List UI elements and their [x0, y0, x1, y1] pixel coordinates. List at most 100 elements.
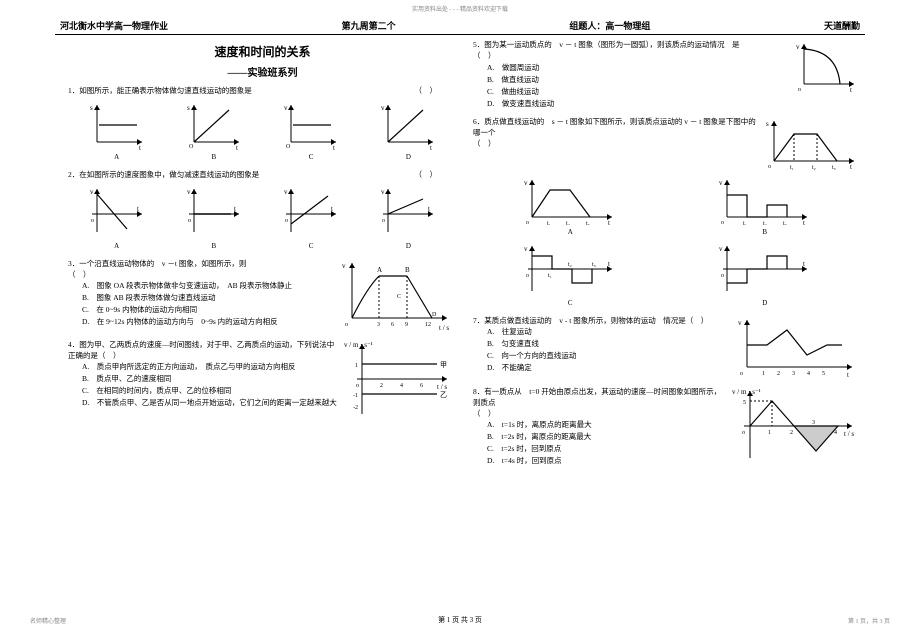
svg-text:-1: -1: [353, 393, 358, 399]
svg-text:o: o: [356, 383, 359, 389]
svg-text:t₁: t₁: [743, 221, 747, 225]
q5-figure: v t o: [792, 39, 862, 94]
svg-text:t₁: t₁: [547, 221, 551, 225]
svg-text:6: 6: [420, 383, 423, 389]
svg-text:v: v: [187, 188, 191, 196]
svg-text:9: 9: [405, 322, 408, 328]
q6-graph-b: vto t₁t₂t₃ B: [715, 175, 815, 238]
svg-text:s: s: [90, 104, 93, 112]
svg-text:t₃: t₃: [592, 262, 596, 268]
document-header: 河北衡水中学高一物理作业 第九周第二个 组题人：高一物理组 天道酬勤: [0, 17, 920, 34]
q1-graph-d: vt D: [378, 100, 438, 163]
svg-text:t: t: [803, 219, 805, 225]
top-header: 实用资料出处 - - - 精品资料欢迎下载: [0, 0, 920, 17]
svg-text:v / m · s⁻¹: v / m · s⁻¹: [344, 341, 373, 349]
svg-text:t₃: t₃: [832, 165, 836, 171]
svg-text:4: 4: [400, 383, 403, 389]
svg-text:v: v: [90, 188, 94, 196]
svg-text:v: v: [719, 245, 723, 253]
svg-text:2: 2: [790, 430, 793, 436]
q6-graphs-row1: vto t₁t₂t₃ A vto t₁t₂t₃ B: [473, 175, 862, 238]
svg-text:o: o: [382, 218, 385, 224]
svg-text:O: O: [286, 144, 291, 150]
q4-text: 4．图为甲、乙两质点的速度—时间图线，对于甲、乙两质点的运动，下列说法中正确的是…: [68, 339, 338, 362]
svg-text:1: 1: [762, 371, 765, 377]
svg-text:t₁: t₁: [790, 165, 794, 171]
q2-graphs: vto A vto B vto C vto D: [68, 184, 457, 252]
svg-text:v: v: [381, 104, 385, 112]
q8-figure: v / m · s⁻¹t / so 5 1234: [732, 386, 862, 466]
svg-text:s: s: [187, 104, 190, 112]
svg-text:t₃: t₃: [783, 221, 787, 225]
svg-text:6: 6: [391, 322, 394, 328]
q1-graphs: st A stO B vtO C vt D: [68, 100, 457, 163]
svg-text:t: t: [847, 371, 849, 379]
svg-text:o: o: [526, 220, 529, 225]
q2-text: 2．在如图所示的速度图象中，做匀减速直线运动的图象是（ ）: [68, 169, 457, 180]
svg-text:t: t: [331, 205, 333, 213]
motto: 天道酬勤: [824, 19, 860, 32]
q3-text: 3．一个沿直线运动物体的 v －t 图象，如图所示，则（ ）: [68, 258, 333, 281]
svg-text:o: o: [798, 87, 801, 93]
svg-text:v: v: [284, 188, 288, 196]
svg-text:s: s: [766, 120, 769, 128]
svg-text:o: o: [526, 273, 529, 279]
svg-text:O: O: [189, 144, 194, 150]
svg-text:v: v: [284, 104, 288, 112]
svg-text:v: v: [342, 262, 346, 270]
svg-text:o: o: [768, 164, 771, 170]
q4-options: A. 质点甲向所选定的正方向运动， 质点乙与甲的运动方向相反 B. 质点甲、乙的…: [82, 361, 338, 409]
q7-text: 7．某质点做直线运动的 v - t 图象所示，则物体的运动 情况是（ ）: [473, 315, 728, 326]
question-2: 2．在如图所示的速度图象中，做匀减速直线运动的图象是（ ） vto A vto …: [68, 169, 457, 252]
question-3: 3．一个沿直线运动物体的 v －t 图象，如图所示，则（ ） A. 图象 OA …: [68, 258, 457, 333]
svg-text:1: 1: [768, 430, 771, 436]
q1-text: 1．如图所示，能正确表示物体做匀速直线运动的图象是（ ）: [68, 85, 457, 96]
svg-text:t / s: t / s: [437, 383, 447, 391]
q1-graph-a: st A: [87, 100, 147, 163]
q6-graph-c: vto t₁t₂t₃ C: [520, 241, 620, 309]
svg-text:5: 5: [743, 400, 746, 406]
q5-options: A. 做圆周运动B. 做直线运动C. 做曲线运动D. 做变速直线运动: [487, 62, 788, 110]
question-5: 5．图为某一运动质点的 v － t 图象（图形为一圆弧），则该质点的运动情况 是…: [473, 39, 862, 110]
svg-text:o: o: [345, 322, 348, 328]
svg-text:o: o: [740, 371, 743, 377]
svg-text:-2: -2: [353, 405, 358, 411]
svg-text:1: 1: [355, 363, 358, 369]
page-content: 速度和时间的关系 ——实验班系列 1．如图所示，能正确表示物体做匀速直线运动的图…: [0, 35, 920, 473]
svg-text:t: t: [236, 144, 238, 150]
question-7: 7．某质点做直线运动的 v - t 图象所示，则物体的运动 情况是（ ） A. …: [473, 315, 862, 380]
svg-text:t₂: t₂: [812, 165, 816, 171]
q3-figure: vt / so AB 36912 CD: [337, 258, 457, 333]
svg-text:o: o: [285, 218, 288, 224]
svg-text:t: t: [850, 86, 852, 94]
q2-graph-a: vto A: [87, 184, 147, 252]
svg-text:v: v: [796, 43, 800, 51]
svg-text:v / m · s⁻¹: v / m · s⁻¹: [732, 388, 761, 396]
question-8: 8．有一质点从 t=0 开始由原点出发，其运动的速度—时间图象如图所示，则质点（…: [473, 386, 862, 468]
svg-text:t: t: [139, 144, 141, 150]
left-column: 速度和时间的关系 ——实验班系列 1．如图所示，能正确表示物体做匀速直线运动的图…: [60, 39, 465, 473]
q2-graph-c: vto C: [281, 184, 341, 252]
svg-text:3: 3: [812, 420, 815, 426]
school-name: 河北衡水中学高一物理作业: [60, 19, 168, 32]
svg-text:t: t: [803, 260, 805, 268]
q7-options: A. 往复运动B. 匀变速直线C. 向一个方向的直线运动D. 不能确定: [487, 326, 728, 374]
svg-text:B: B: [405, 266, 410, 274]
q6-graph-d: vto D: [715, 241, 815, 309]
svg-text:2: 2: [777, 371, 780, 377]
svg-text:D: D: [432, 312, 437, 318]
svg-text:t₂: t₂: [763, 221, 767, 225]
right-column: 5．图为某一运动质点的 v － t 图象（图形为一圆弧），则该质点的运动情况 是…: [465, 39, 870, 473]
svg-text:t: t: [137, 205, 139, 213]
svg-text:v: v: [524, 245, 528, 253]
svg-text:A: A: [377, 266, 382, 274]
svg-text:3: 3: [792, 371, 795, 377]
svg-text:t: t: [608, 219, 610, 225]
svg-text:t₃: t₃: [586, 221, 590, 225]
svg-text:t: t: [234, 205, 236, 213]
svg-text:t: t: [333, 144, 335, 150]
svg-text:4: 4: [807, 371, 810, 377]
svg-text:o: o: [188, 218, 191, 224]
q6-st-figure: sto t₁t₂t₃: [762, 116, 862, 171]
q4-figure: v / m · s⁻¹t / so 1-1-2 246 甲乙: [342, 339, 457, 419]
